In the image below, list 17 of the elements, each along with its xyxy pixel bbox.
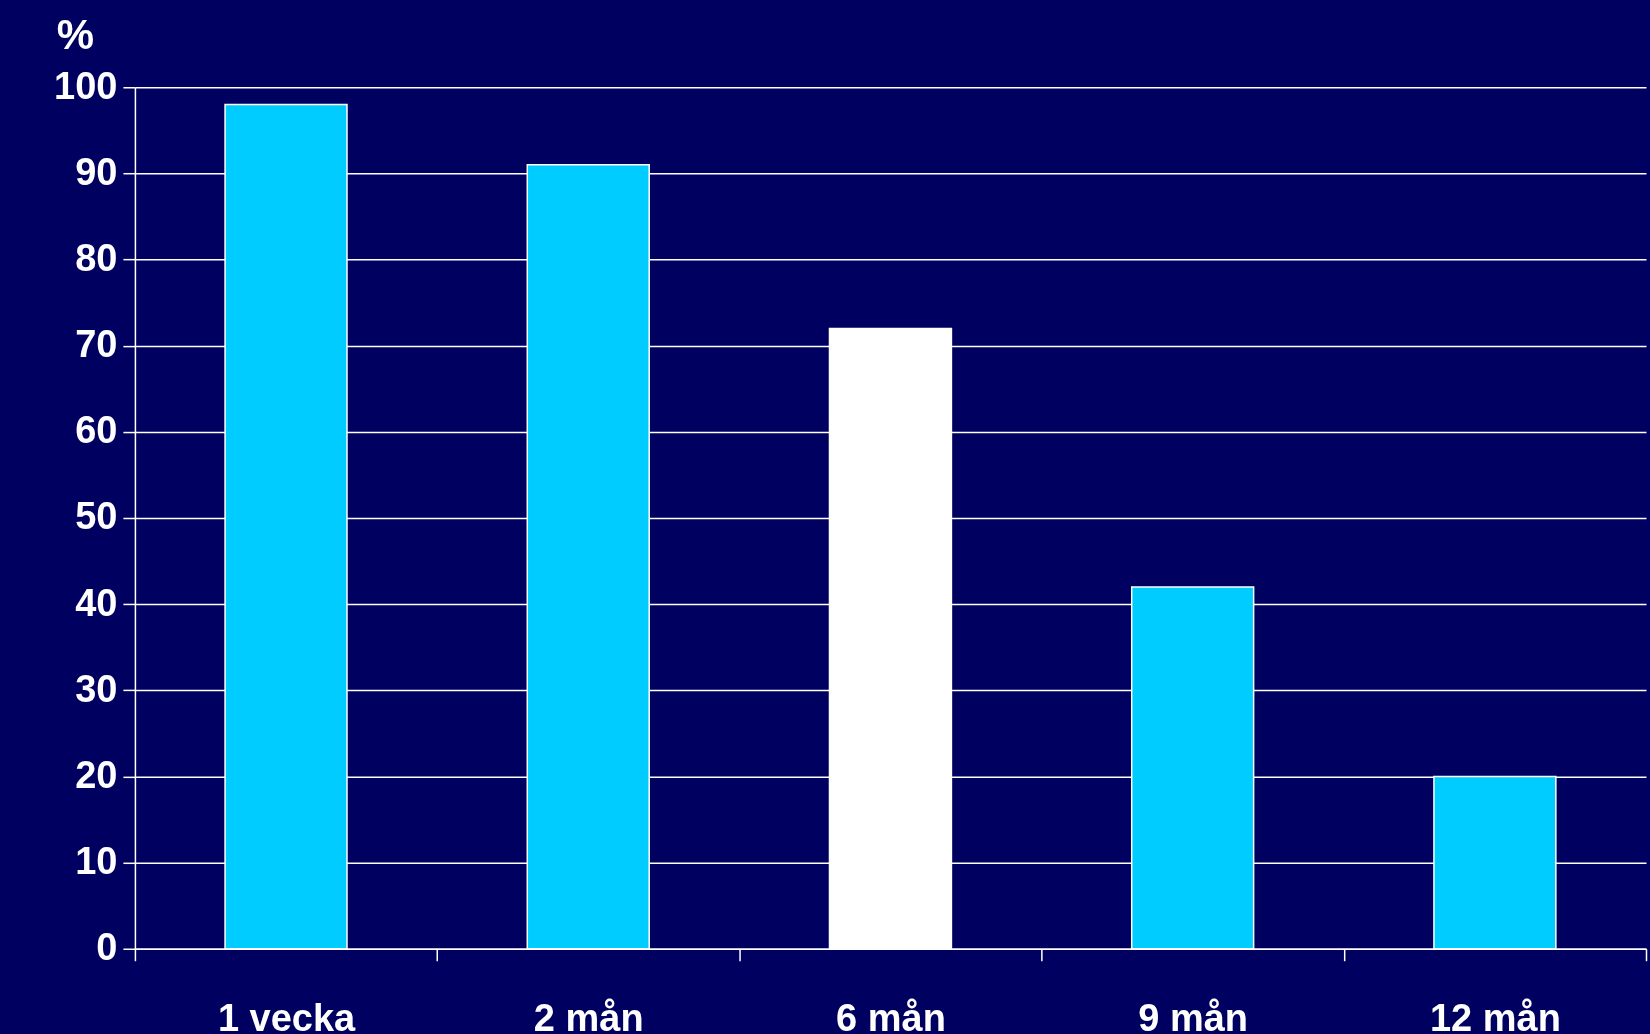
x-tick-label: 1 vecka — [217, 997, 357, 1034]
y-tick-label: 10 — [75, 840, 118, 883]
x-tick-label: 12 mån — [1429, 997, 1561, 1034]
y-tick-label: 70 — [75, 323, 118, 366]
y-tick-label: 40 — [75, 581, 118, 624]
y-tick-label: 60 — [75, 409, 118, 452]
y-axis-title: % — [56, 10, 95, 58]
y-tick-label: 20 — [75, 753, 118, 796]
y-tick-label: 90 — [75, 150, 118, 193]
y-tick-label: 30 — [75, 667, 118, 710]
y-tick-label: 100 — [54, 64, 118, 107]
x-tick-label: 9 mån — [1138, 997, 1249, 1034]
x-tick-label: 2 mån — [533, 997, 644, 1034]
x-tick-label: 6 mån — [836, 997, 946, 1034]
y-tick-label: 0 — [96, 926, 118, 969]
y-tick-label: 50 — [75, 495, 118, 538]
y-tick-label: 80 — [75, 237, 118, 280]
